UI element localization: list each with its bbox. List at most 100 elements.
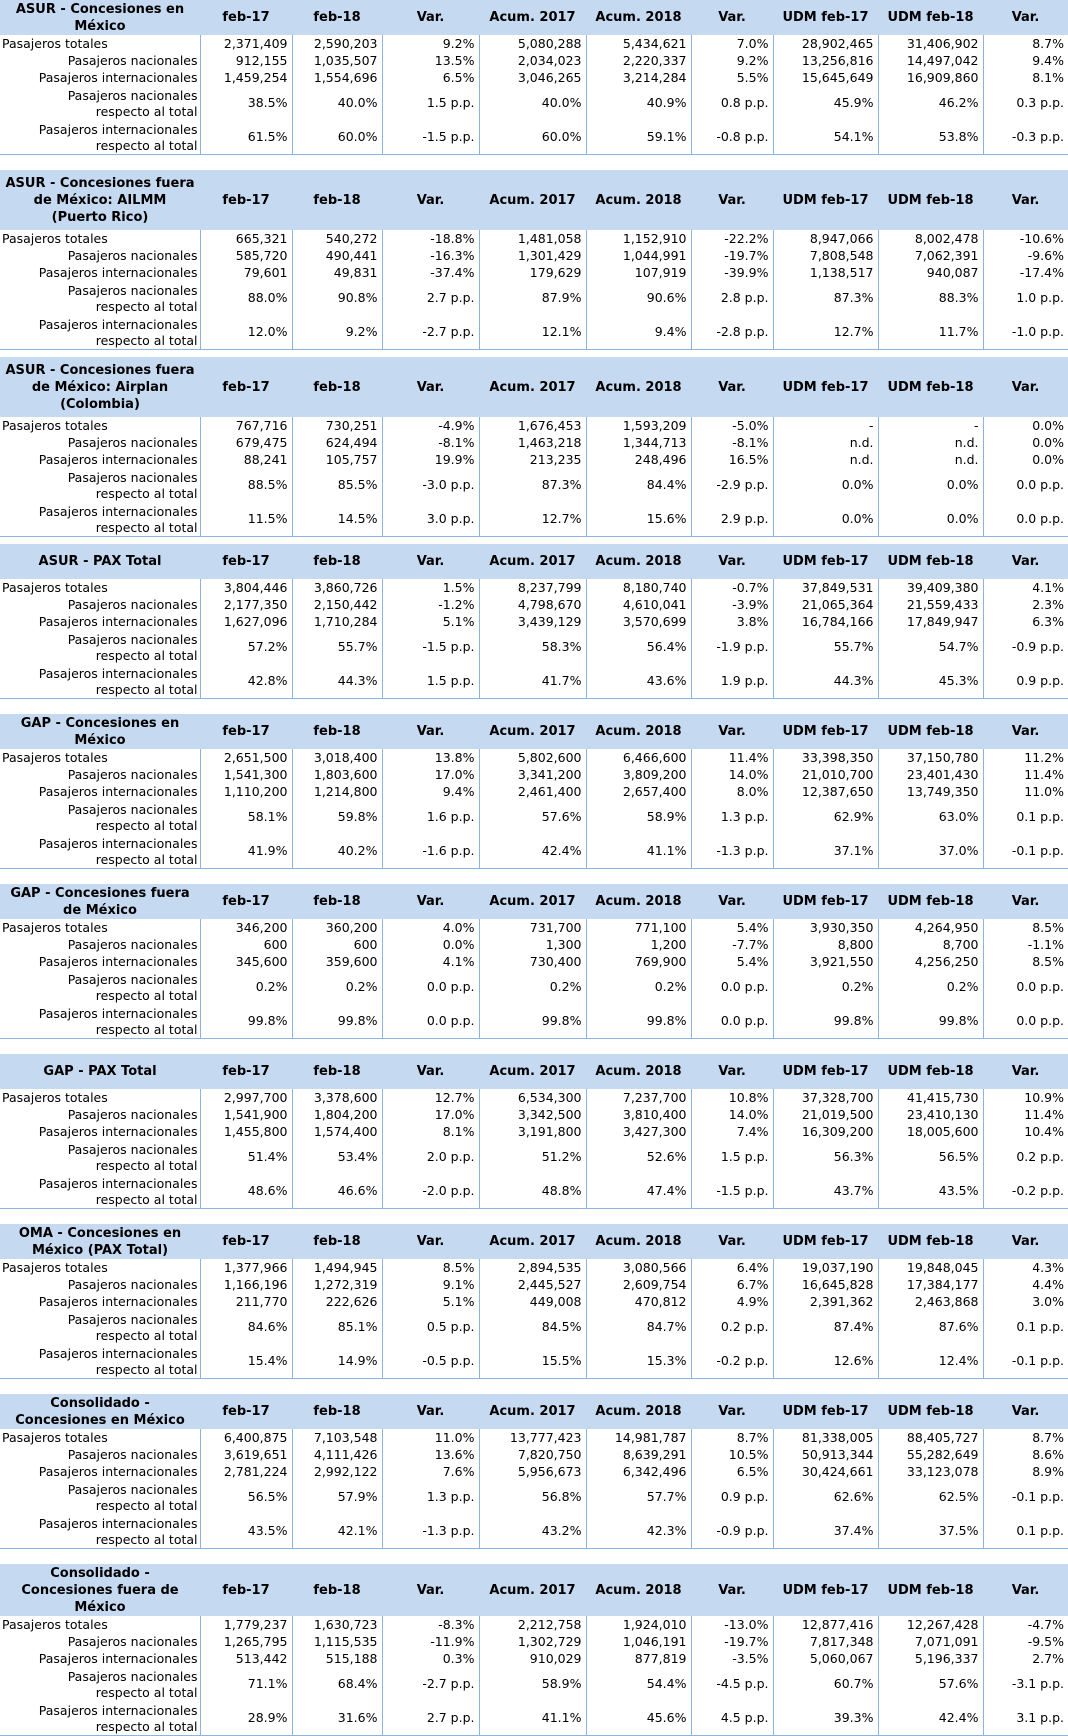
section-header-row: ASUR - Concesiones en México feb-17 feb-18… xyxy=(0,0,1068,35)
table-cell: 1,627,096 xyxy=(199,613,292,630)
table-cell: 11.7% xyxy=(877,315,983,350)
table-cell: 33,398,350 xyxy=(772,749,878,766)
table-cell: 5.1% xyxy=(381,613,479,630)
table-cell: 6.7% xyxy=(690,1276,773,1293)
row-pct-internacionales: Pasajeros internacionales respecto al tot… xyxy=(0,120,1068,155)
table-cell: 60.0% xyxy=(291,120,382,155)
row-label-line: Pasajeros nacionales xyxy=(67,802,198,817)
row-pasajeros-nacionales: Pasajeros nacionales 2,177,350 2,150,442 -1… xyxy=(0,596,1068,613)
row-label-line: respecto al total xyxy=(95,104,198,119)
table-cell: 88.5% xyxy=(199,468,292,502)
row-pasajeros-nacionales: Pasajeros nacionales 3,619,651 4,111,426 13… xyxy=(0,1446,1068,1463)
table-cell: 12.0% xyxy=(199,315,292,350)
table-cell: 30,424,661 xyxy=(772,1463,878,1480)
table-cell: 1,804,200 xyxy=(291,1106,382,1123)
table-cell: -0.1 p.p. xyxy=(982,834,1068,869)
table-cell: - xyxy=(772,417,878,434)
table-cell: 12.4% xyxy=(877,1344,983,1379)
table-cell: 1,035,507 xyxy=(291,52,382,69)
table-cell: 7,237,700 xyxy=(585,1089,691,1106)
row-label-line: Pasajeros internacionales xyxy=(38,1006,198,1021)
table-cell: 11.4% xyxy=(982,1106,1068,1123)
table-cell: 7,103,548 xyxy=(291,1429,382,1446)
row-pct-nacionales: Pasajeros nacionales respecto al total 57.… xyxy=(0,630,1068,664)
table-cell: 179,629 xyxy=(478,264,586,281)
table-cell: 1,300 xyxy=(478,936,586,953)
table-cell: 57.9% xyxy=(291,1480,382,1514)
table-cell: 1,459,254 xyxy=(199,69,292,86)
table-cell: 8,237,799 xyxy=(478,579,586,596)
table-cell: 0.1 p.p. xyxy=(982,1514,1068,1549)
section-header-row: Consolidado - Concesiones en México feb-1… xyxy=(0,1394,1068,1429)
table-cell: -0.8 p.p. xyxy=(690,120,773,155)
table-cell: 28.9% xyxy=(199,1701,292,1736)
table-cell: 0.3% xyxy=(381,1650,479,1667)
row-label: Pasajeros totales xyxy=(2,580,108,595)
row-pct-nacionales: Pasajeros nacionales respecto al total 0.2… xyxy=(0,970,1068,1004)
table-cell: 37.5% xyxy=(877,1514,983,1549)
column-header: feb-18 xyxy=(292,1394,382,1429)
column-header: feb-18 xyxy=(292,170,382,230)
section-title: ASUR - PAX Total xyxy=(0,544,200,579)
table-cell: 56.5% xyxy=(877,1140,983,1174)
table-cell: 23,410,130 xyxy=(877,1106,983,1123)
table-cell: 1,200 xyxy=(585,936,691,953)
column-header: UDM feb-17 xyxy=(773,1394,878,1429)
table-cell: 600 xyxy=(291,936,382,953)
table-cell: 1.3 p.p. xyxy=(381,1480,479,1514)
table-cell: 43.6% xyxy=(585,664,691,699)
table-cell: 41.1% xyxy=(478,1701,586,1736)
table-cell: 45.6% xyxy=(585,1701,691,1736)
table-cell: 58.3% xyxy=(478,630,586,664)
table-cell: 11.0% xyxy=(381,1429,479,1446)
row-label: Pasajeros internacionales xyxy=(38,784,198,799)
row-label: Pasajeros internacionales respecto al tot… xyxy=(0,1174,200,1209)
table-cell: 14.5% xyxy=(291,502,382,537)
table-cell: 10.5% xyxy=(690,1446,773,1463)
row-label-line: Pasajeros internacionales xyxy=(38,504,198,519)
row-label-line: respecto al total xyxy=(95,852,198,867)
table-cell: 5,196,337 xyxy=(877,1650,983,1667)
table-cell: 1,272,319 xyxy=(291,1276,382,1293)
row-label-line: Pasajeros internacionales xyxy=(38,1516,198,1531)
table-cell: -1.1% xyxy=(982,936,1068,953)
row-label: Pasajeros nacionales respecto al total xyxy=(0,970,200,1004)
table-cell: 99.8% xyxy=(478,1004,586,1039)
table-cell: 2,371,409 xyxy=(199,35,292,52)
table-cell: -0.1 p.p. xyxy=(982,1344,1068,1379)
section-title: Consolidado - Concesiones en México xyxy=(0,1394,200,1429)
column-header: Acum. 2017 xyxy=(479,714,586,749)
table-cell: 41.9% xyxy=(199,834,292,869)
row-label: Pasajeros nacionales xyxy=(67,767,198,782)
table-cell: 16,645,828 xyxy=(772,1276,878,1293)
column-header: Var. xyxy=(382,1394,479,1429)
table-cell: -10.6% xyxy=(982,230,1068,247)
table-cell: 54.1% xyxy=(772,120,878,155)
table-cell: 1.5 p.p. xyxy=(690,1140,773,1174)
table-cell: 3,342,500 xyxy=(478,1106,586,1123)
table-cell: 44.3% xyxy=(772,664,878,699)
table-cell: 0.2 p.p. xyxy=(690,1310,773,1344)
row-label-line: respecto al total xyxy=(95,1328,198,1343)
column-header: Var. xyxy=(382,357,479,417)
column-header: UDM feb-17 xyxy=(773,0,878,35)
table-cell: 3,810,400 xyxy=(585,1106,691,1123)
row-label-line: Pasajeros nacionales xyxy=(67,470,198,485)
table-cell: 0.2% xyxy=(291,970,382,1004)
row-label: Pasajeros nacionales respecto al total xyxy=(0,86,200,120)
table-cell: 5.1% xyxy=(381,1293,479,1310)
table-cell: 50,913,344 xyxy=(772,1446,878,1463)
row-pasajeros-totales: Pasajeros totales 3,804,446 3,860,726 1.5% 8… xyxy=(0,579,1068,596)
table-cell: 1,344,713 xyxy=(585,434,691,451)
table-cell: 4,610,041 xyxy=(585,596,691,613)
table-cell: 4,256,250 xyxy=(877,953,983,970)
column-header: Var. xyxy=(691,1224,773,1259)
section-title: GAP - PAX Total xyxy=(0,1054,200,1089)
table-cell: 0.2 p.p. xyxy=(982,1140,1068,1174)
table-cell: 99.8% xyxy=(585,1004,691,1039)
row-label-line: Pasajeros internacionales xyxy=(38,122,198,137)
table-cell: 45.3% xyxy=(877,664,983,699)
table-cell: 6.5% xyxy=(381,69,479,86)
column-header: Acum. 2018 xyxy=(586,357,691,417)
table-cell: 53.4% xyxy=(291,1140,382,1174)
